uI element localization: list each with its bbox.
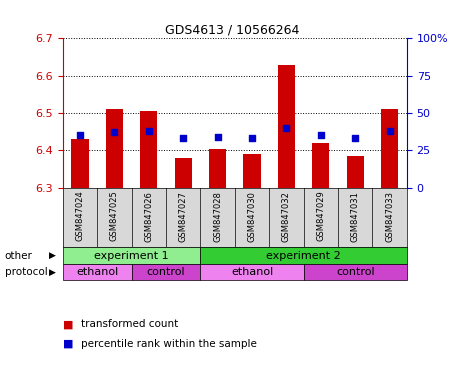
Text: percentile rank within the sample: percentile rank within the sample xyxy=(81,339,257,349)
Bar xyxy=(72,139,88,188)
Bar xyxy=(140,111,157,188)
Bar xyxy=(209,149,226,188)
Text: GSM847031: GSM847031 xyxy=(351,191,360,242)
Bar xyxy=(278,65,295,188)
Point xyxy=(352,136,359,142)
Point xyxy=(76,132,84,139)
Text: GSM847027: GSM847027 xyxy=(179,191,188,242)
Text: other: other xyxy=(5,251,33,261)
Point xyxy=(248,136,256,142)
Text: experiment 2: experiment 2 xyxy=(266,251,341,261)
Text: control: control xyxy=(336,267,375,277)
Point xyxy=(386,128,393,134)
Bar xyxy=(244,154,260,188)
Text: GSM847032: GSM847032 xyxy=(282,191,291,242)
Text: experiment 1: experiment 1 xyxy=(94,251,169,261)
Point xyxy=(317,132,325,139)
Text: GSM847024: GSM847024 xyxy=(75,191,85,242)
Text: GSM847029: GSM847029 xyxy=(316,191,326,242)
Point xyxy=(145,128,153,134)
Bar xyxy=(132,264,200,280)
Bar xyxy=(200,247,407,264)
Bar xyxy=(174,158,192,188)
Bar xyxy=(346,156,364,188)
Text: transformed count: transformed count xyxy=(81,319,179,329)
Point xyxy=(283,125,290,131)
Point xyxy=(214,134,221,140)
Text: protocol: protocol xyxy=(5,267,47,277)
Text: GSM847030: GSM847030 xyxy=(247,191,257,242)
Bar xyxy=(200,264,304,280)
Text: ■: ■ xyxy=(63,339,73,349)
Bar xyxy=(63,247,200,264)
Text: control: control xyxy=(146,267,186,277)
Bar xyxy=(106,109,123,188)
Text: GSM847028: GSM847028 xyxy=(213,191,222,242)
Bar xyxy=(304,264,407,280)
Text: GSM847026: GSM847026 xyxy=(144,191,153,242)
Point xyxy=(179,136,187,142)
Text: GSM847025: GSM847025 xyxy=(110,191,119,242)
Bar xyxy=(63,264,132,280)
Text: ▶: ▶ xyxy=(49,268,55,276)
Point xyxy=(111,129,118,136)
Text: GSM847033: GSM847033 xyxy=(385,191,394,242)
Text: ethanol: ethanol xyxy=(76,267,118,277)
Bar xyxy=(312,143,329,188)
Bar xyxy=(381,109,398,188)
Text: GDS4613 / 10566264: GDS4613 / 10566264 xyxy=(166,23,299,36)
Text: ethanol: ethanol xyxy=(231,267,273,277)
Text: ▶: ▶ xyxy=(49,251,55,260)
Text: ■: ■ xyxy=(63,319,73,329)
